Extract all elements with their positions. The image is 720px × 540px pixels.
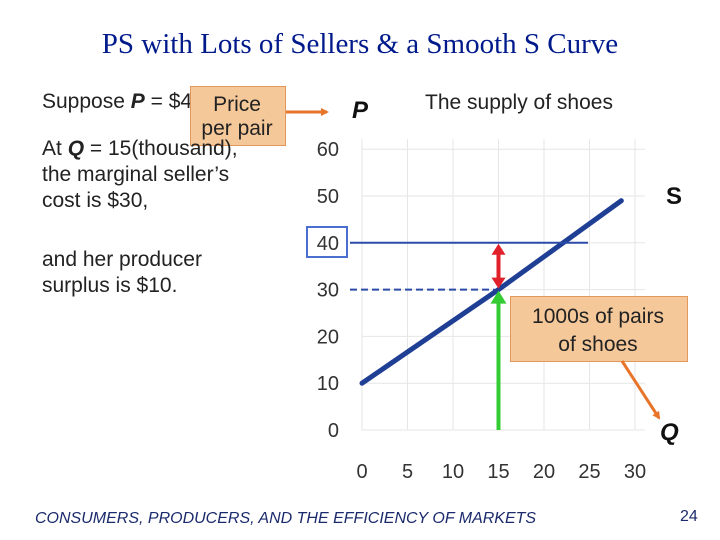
quantity-callout-line-2: of shoes <box>558 333 638 356</box>
supply-curve <box>359 198 624 386</box>
y-tick-label: 10 <box>317 373 339 395</box>
y-tick-label: 60 <box>317 139 339 161</box>
line2-var: Q <box>67 137 85 160</box>
text-line-3: the marginal seller’s <box>42 163 230 186</box>
quantity-callout <box>510 296 688 362</box>
price-callout <box>190 86 286 146</box>
line2-prefix: At <box>42 137 68 160</box>
quantity-callout-arrow <box>620 360 661 420</box>
x-axis-symbol: Q <box>660 419 679 446</box>
y-tick-label: 40 <box>317 233 339 255</box>
y-tick-label: 50 <box>317 186 339 208</box>
x-tick-label: 15 <box>487 461 509 483</box>
x-tick-label: 25 <box>578 461 600 483</box>
y-tick-label: 20 <box>317 326 339 348</box>
text-line-5: and her producer <box>42 248 202 271</box>
text-line-2: At Q = 15(thousand), <box>42 137 238 161</box>
x-tick-label: 10 <box>442 461 464 483</box>
price-callout-line-1: Price <box>213 93 261 116</box>
surplus-arrow-head-bottom <box>491 277 506 289</box>
page-number: 24 <box>680 508 698 525</box>
text-line-6: surplus is $10. <box>42 274 178 297</box>
footer-text: CONSUMERS, PRODUCERS, AND THE EFFICIENCY… <box>35 510 537 527</box>
y-tick-label: 0 <box>328 420 339 442</box>
line1-prefix: Suppose <box>42 90 131 113</box>
supply-heading: The supply of shoes <box>425 91 613 114</box>
line1-var: P <box>130 90 145 113</box>
line2-suffix: = 15(thousand), <box>84 137 238 160</box>
y-axis-symbol: P <box>352 97 369 124</box>
x-tick-label: 5 <box>402 461 413 483</box>
y-tick-label: 30 <box>317 280 339 302</box>
quantity-arrow-head <box>490 290 507 304</box>
text-line-4: cost is $30, <box>42 189 149 212</box>
quantity-callout-line-1: 1000s of pairs <box>532 305 664 328</box>
slide-title: PS with Lots of Sellers & a Smooth S Cur… <box>101 28 619 60</box>
supply-curve-label: S <box>666 183 683 210</box>
x-tick-label: 20 <box>533 461 555 483</box>
highlight-tick-box <box>306 226 348 258</box>
x-tick-label: 0 <box>356 461 367 483</box>
x-tick-label: 30 <box>624 461 646 483</box>
surplus-arrow-head-top <box>491 243 506 255</box>
price-callout-line-2: per pair <box>201 117 273 140</box>
